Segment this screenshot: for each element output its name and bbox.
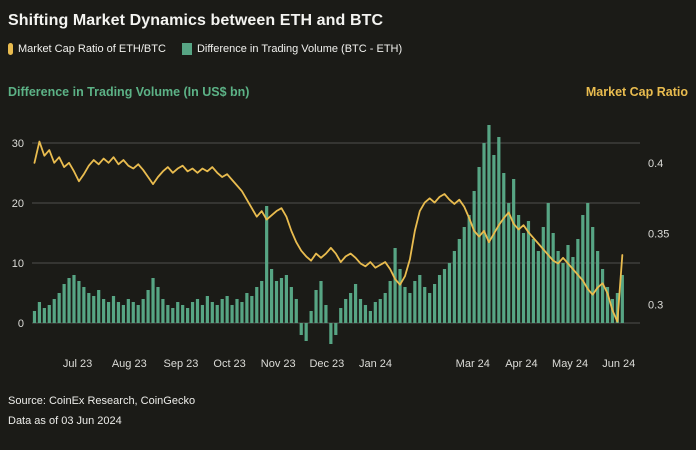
axis-titles-row: Difference in Trading Volume (In US$ bn)… (0, 85, 696, 99)
ratio-line-series (33, 140, 624, 323)
svg-text:Oct 23: Oct 23 (213, 358, 245, 370)
svg-text:May 24: May 24 (552, 358, 588, 370)
legend-label: Market Cap Ratio of ETH/BTC (18, 43, 166, 55)
data-as-of-line: Data as of 03 Jun 2024 (8, 415, 122, 428)
header: Shifting Market Dynamics between ETH and… (0, 0, 696, 55)
right-axis-ticks: 0.3 0.35 0.4 (648, 158, 669, 312)
chart-canvas: 0 10 20 30 0.3 0.35 0.4 Jul 23 Aug 23 Sep 23 Oct 2… (12, 125, 669, 370)
bars-series (32, 125, 624, 344)
svg-text:10: 10 (12, 258, 24, 270)
legend-item-volume-difference: Difference in Trading Volume (BTC - ETH) (181, 43, 403, 55)
legend: Market Cap Ratio of ETH/BTC Difference i… (8, 43, 686, 55)
svg-text:20: 20 (12, 198, 24, 210)
svg-text:Nov 23: Nov 23 (261, 358, 296, 370)
svg-text:Apr 24: Apr 24 (505, 358, 537, 370)
svg-text:Jul 23: Jul 23 (63, 358, 92, 370)
left-axis-title: Difference in Trading Volume (In US$ bn) (8, 85, 250, 99)
svg-text:Jan 24: Jan 24 (359, 358, 392, 370)
capsule-swatch-icon (8, 43, 13, 55)
source-line: Source: CoinEx Research, CoinGecko (8, 395, 196, 407)
svg-text:Dec 23: Dec 23 (309, 358, 344, 370)
svg-text:0.4: 0.4 (648, 158, 663, 170)
left-axis-ticks: 0 10 20 30 (12, 138, 24, 330)
source-block: Source: CoinEx Research, CoinGecko Data … (0, 381, 696, 432)
svg-text:0: 0 (18, 318, 24, 330)
svg-text:0.35: 0.35 (648, 229, 669, 241)
svg-text:30: 30 (12, 138, 24, 150)
page-title: Shifting Market Dynamics between ETH and… (8, 12, 384, 29)
svg-text:Mar 24: Mar 24 (456, 358, 490, 370)
svg-text:0.3: 0.3 (648, 300, 663, 312)
chart-page: Shifting Market Dynamics between ETH and… (0, 0, 696, 432)
x-axis-labels: Jul 23 Aug 23 Sep 23 Oct 23 Nov 23 Dec 23 Jan … (63, 358, 635, 370)
right-axis-title: Market Cap Ratio (585, 85, 688, 99)
svg-text:Jun 24: Jun 24 (602, 358, 635, 370)
svg-text:Sep 23: Sep 23 (164, 358, 199, 370)
svg-text:Aug 23: Aug 23 (112, 358, 147, 370)
legend-item-market-cap-ratio: Market Cap Ratio of ETH/BTC (8, 43, 166, 55)
square-swatch-icon (181, 43, 192, 55)
legend-label: Difference in Trading Volume (BTC - ETH) (196, 43, 403, 55)
